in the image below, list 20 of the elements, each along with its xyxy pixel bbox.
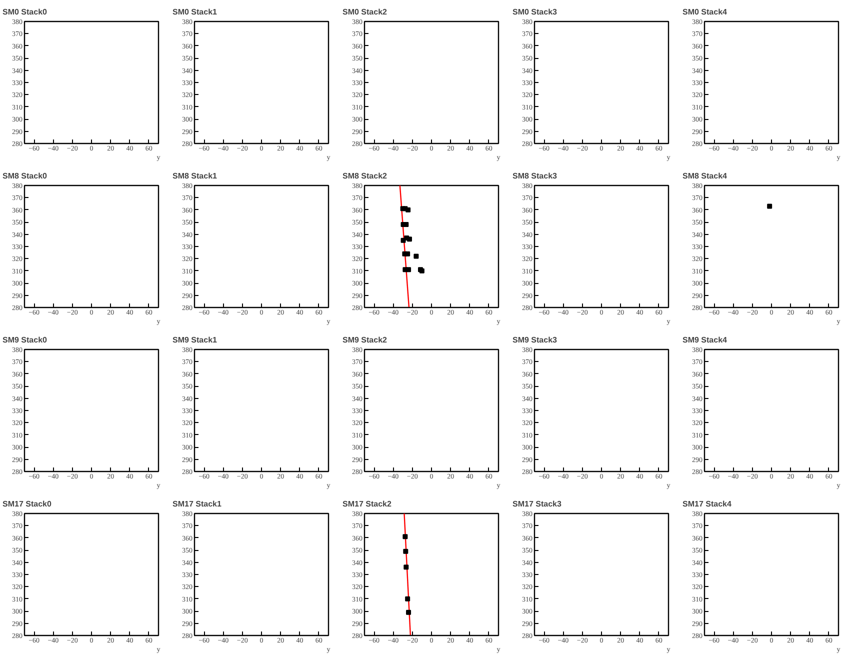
chart-title: SM8 Stack1 <box>172 172 218 180</box>
chart-title: SM8 Stack2 <box>342 172 388 180</box>
chart-title: SM8 Stack4 <box>682 172 728 180</box>
chart-title: SM0 Stack2 <box>342 8 388 16</box>
chart-title: SM9 Stack3 <box>512 336 558 344</box>
chart-title: SM0 Stack0 <box>2 8 48 16</box>
chart-title: SM0 Stack4 <box>682 8 728 16</box>
chart-title: SM17 Stack2 <box>342 500 392 508</box>
chart-title: SM17 Stack1 <box>172 500 222 508</box>
chart-title: SM0 Stack1 <box>172 8 218 16</box>
chart-title: SM17 Stack4 <box>682 500 732 508</box>
chart-title: SM9 Stack0 <box>2 336 48 344</box>
chart-title: SM0 Stack3 <box>512 8 558 16</box>
chart-title: SM9 Stack4 <box>682 336 728 344</box>
chart-title: SM17 Stack0 <box>2 500 52 508</box>
chart-title: SM8 Stack0 <box>2 172 48 180</box>
chart-title: SM9 Stack1 <box>172 336 218 344</box>
chart-title: SM8 Stack3 <box>512 172 558 180</box>
chart-title: SM9 Stack2 <box>342 336 388 344</box>
chart-title: SM17 Stack3 <box>512 500 562 508</box>
